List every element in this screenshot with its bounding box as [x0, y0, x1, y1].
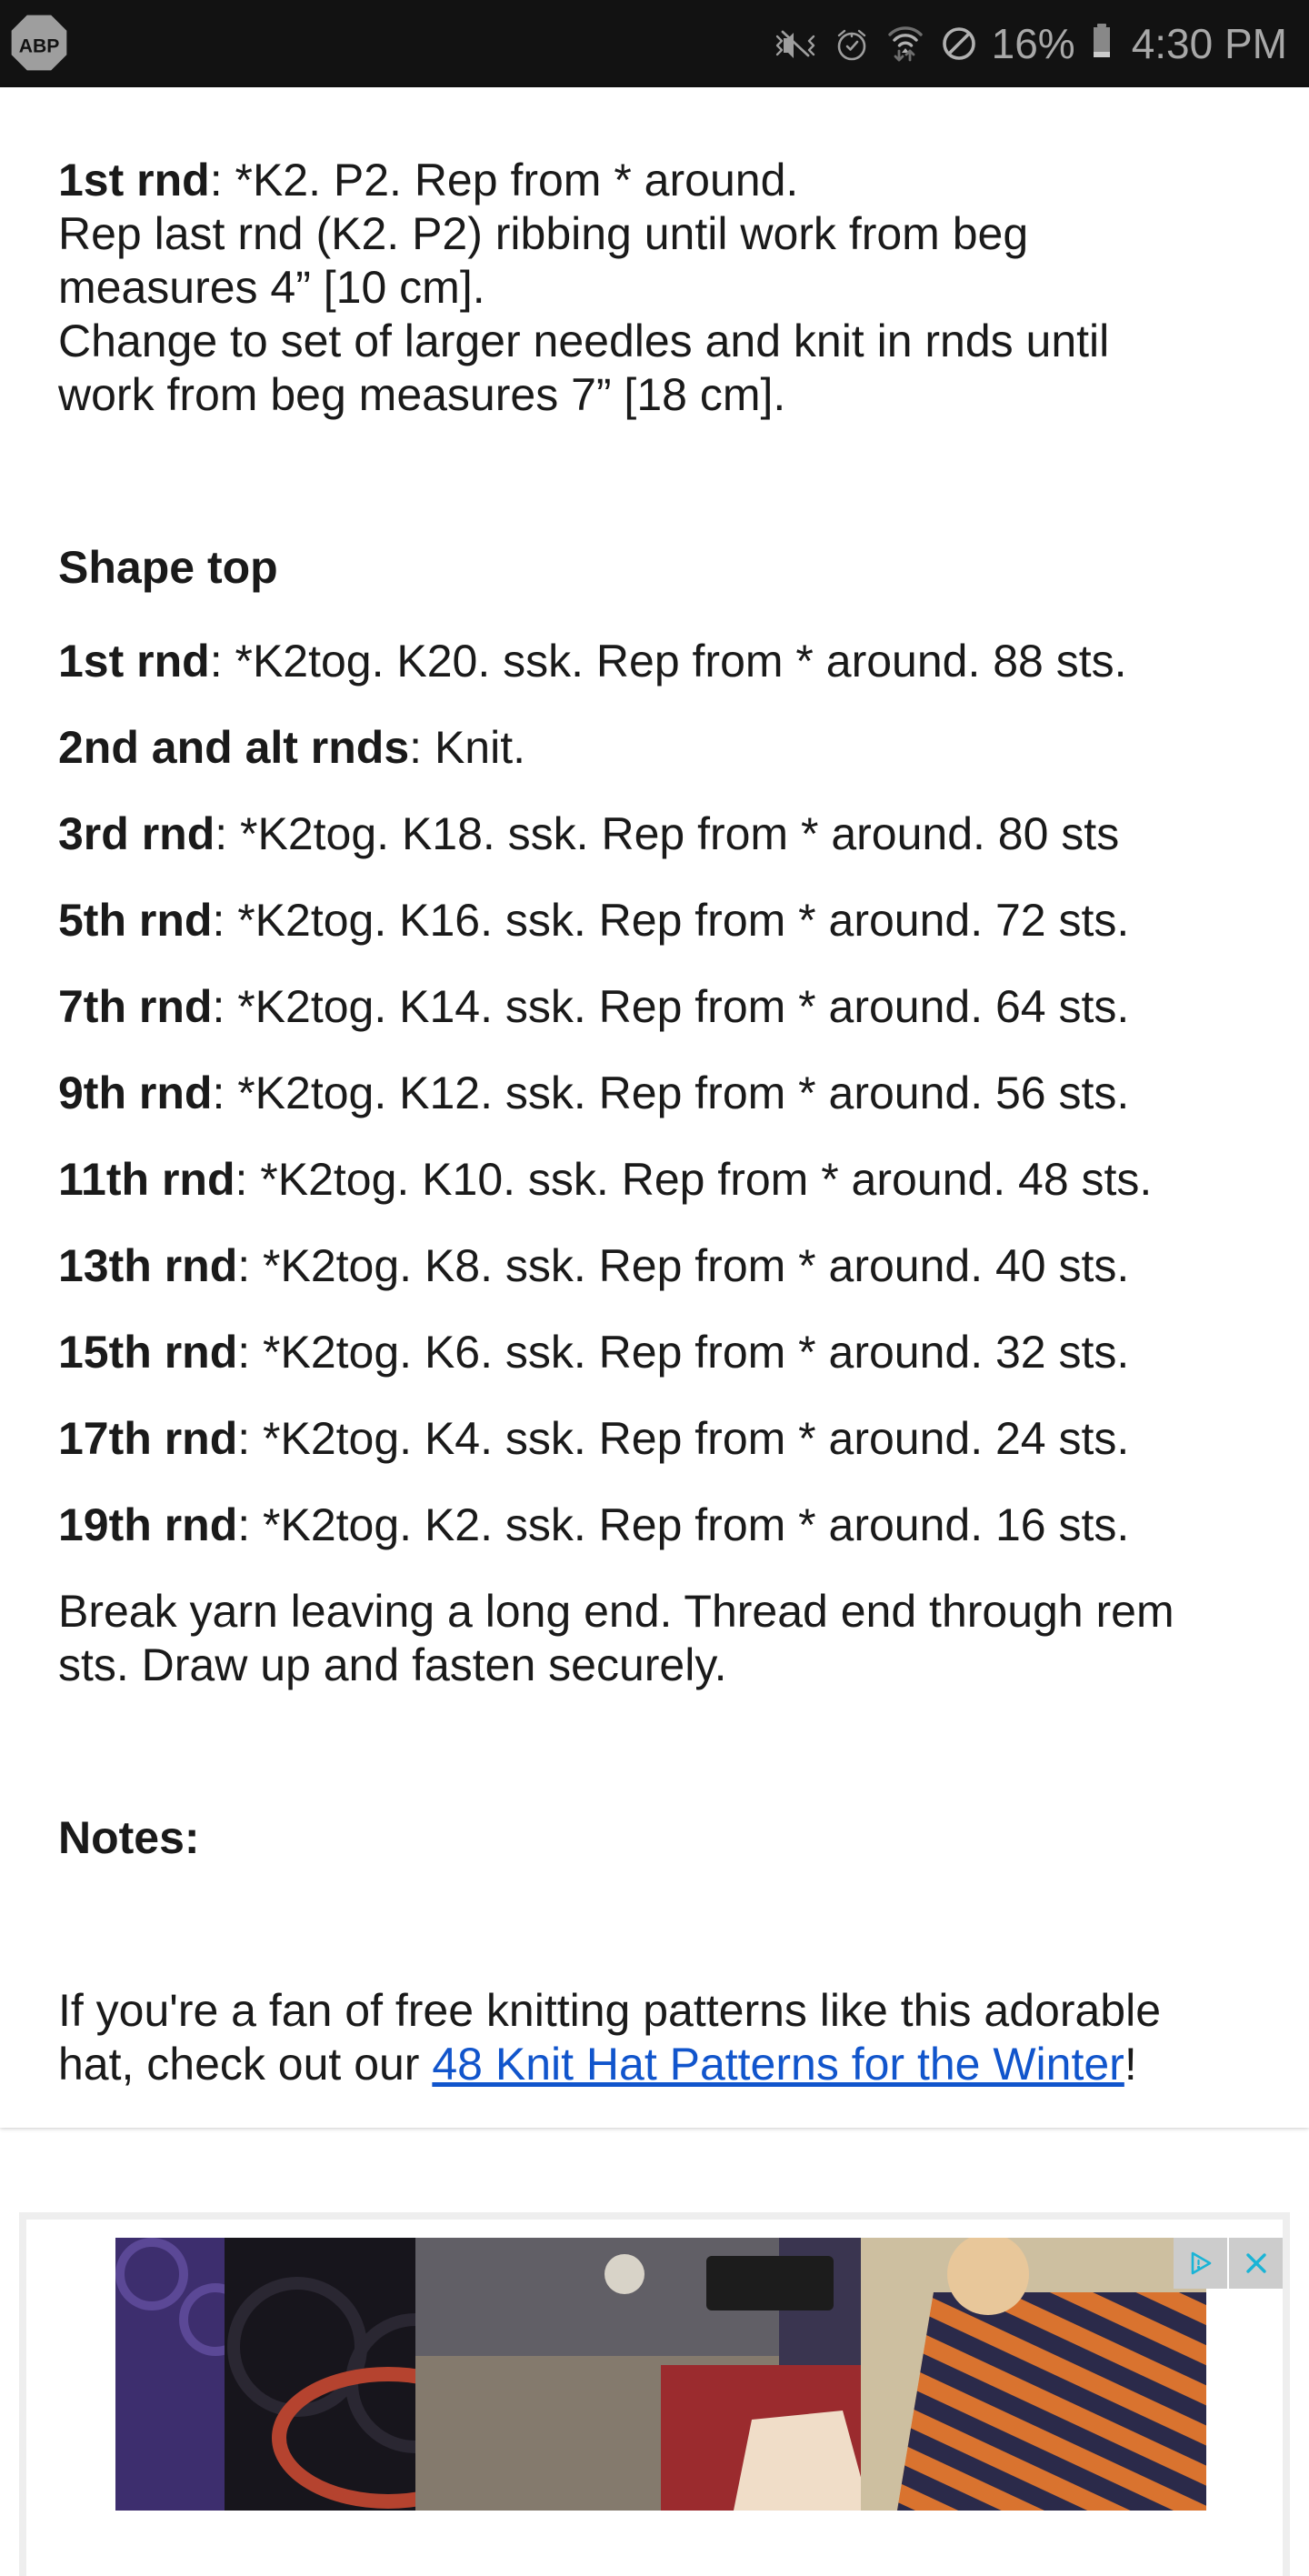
svg-text:ABP: ABP [19, 36, 60, 57]
